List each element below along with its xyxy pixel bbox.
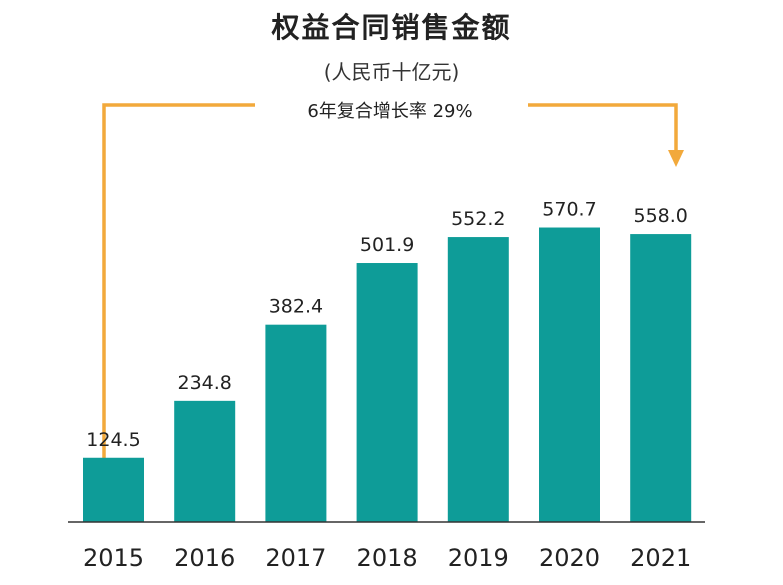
value-label-2017: 382.4	[269, 296, 323, 318]
bar-2018	[356, 263, 418, 522]
value-label-2020: 570.7	[542, 199, 596, 221]
bar-2021	[630, 234, 692, 522]
x-tick-2019: 2019	[448, 544, 509, 572]
x-tick-2018: 2018	[357, 544, 418, 572]
x-tick-2016: 2016	[174, 544, 235, 572]
x-tick-2017: 2017	[265, 544, 326, 572]
arrow-left-segment	[102, 103, 255, 458]
x-tick-2021: 2021	[630, 544, 691, 572]
value-label-2021: 558.0	[633, 205, 687, 227]
chart-subtitle: (人民币十亿元)	[323, 60, 460, 84]
value-label-2019: 552.2	[451, 208, 505, 230]
x-tick-labels: 2015 2016 2017 2018 2019 2020 2021	[83, 544, 691, 572]
bar-2017	[265, 324, 327, 522]
x-tick-2020: 2020	[539, 544, 600, 572]
bars	[83, 227, 692, 522]
value-label-2015: 124.5	[86, 429, 140, 451]
x-tick-2015: 2015	[83, 544, 144, 572]
value-label-2016: 234.8	[177, 372, 231, 394]
bar-2020	[539, 227, 600, 522]
chart-title: 权益合同销售金额	[271, 11, 512, 44]
bar-2019	[447, 237, 509, 522]
bar-2015	[83, 457, 144, 522]
arrow-right-segment	[528, 103, 678, 152]
cagr-arrow	[102, 103, 684, 458]
value-label-2018: 501.9	[360, 234, 414, 256]
cagr-annotation: 6年复合增长率 29%	[307, 101, 473, 122]
arrow-head-icon	[668, 150, 684, 167]
bar-2016	[174, 400, 236, 522]
value-labels: 124.5 234.8 382.4 501.9 552.2 570.7 558.0	[86, 199, 688, 451]
